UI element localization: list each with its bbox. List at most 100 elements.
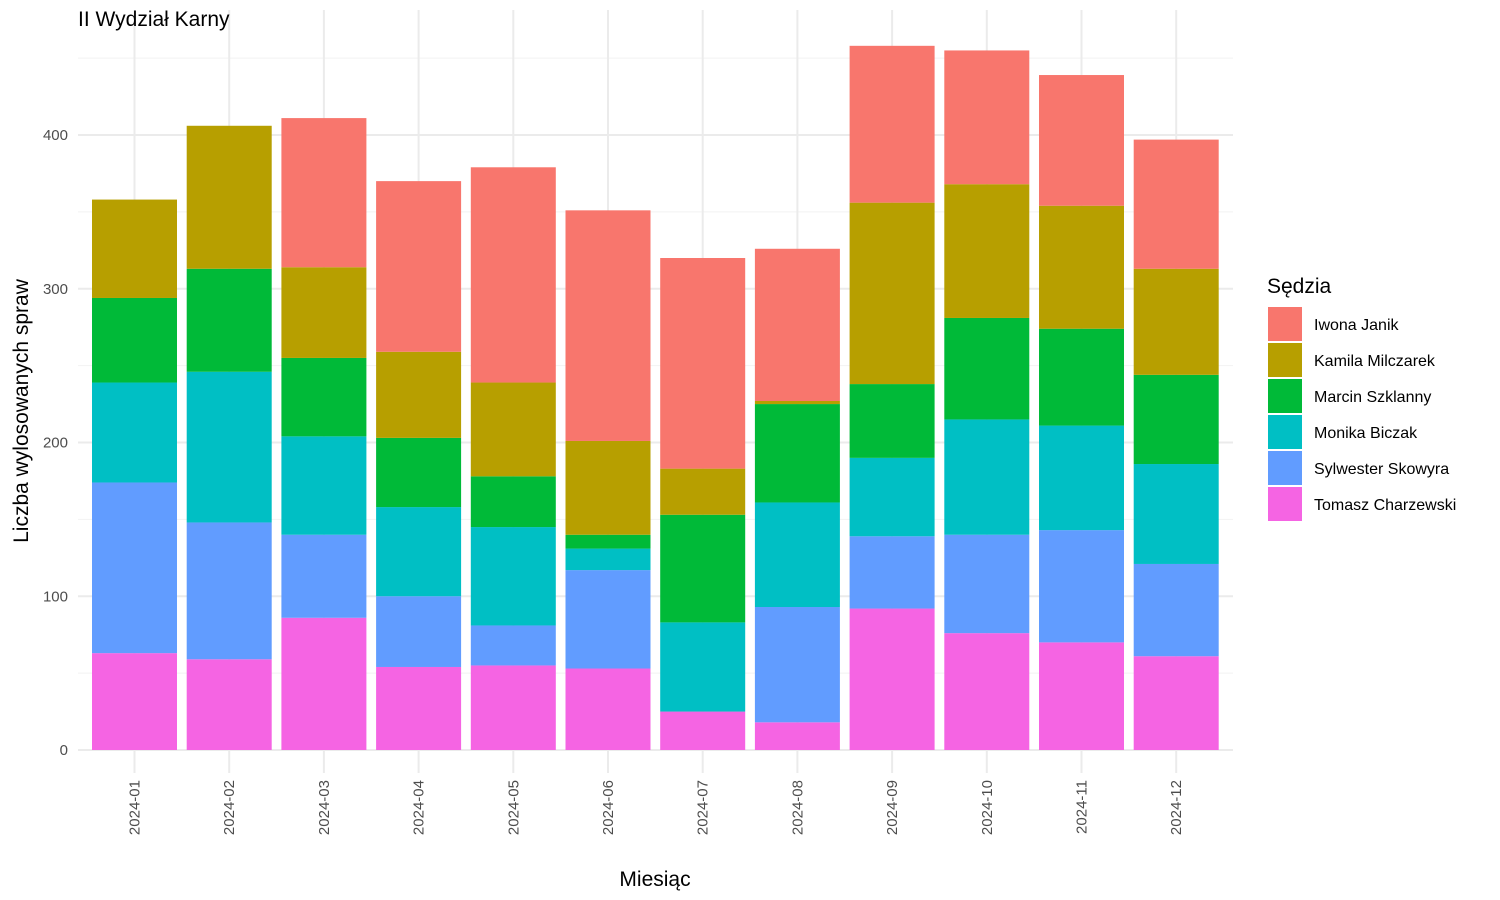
x-tick-label: 2024-03: [316, 780, 333, 835]
bar-segment: [1133, 656, 1219, 750]
legend-label: Kamila Milczarek: [1314, 353, 1436, 370]
legend-label: Monika Biczak: [1314, 425, 1418, 442]
bar-segment: [92, 297, 177, 383]
bar-segment: [1133, 374, 1219, 465]
bar-segment: [1039, 328, 1124, 426]
legend-label: Tomasz Charzewski: [1314, 497, 1456, 514]
bar-segment: [186, 125, 272, 269]
y-tick-label: 100: [43, 588, 68, 605]
x-tick-label: 2024-06: [600, 780, 617, 835]
bar-segment: [565, 534, 651, 549]
legend: Sędzia Iwona Janik Kamila Milczarek Marcin…: [1267, 275, 1456, 521]
bar-segment: [92, 653, 177, 750]
bar-segment: [186, 522, 272, 660]
legend-label: Sylwester Skowyra: [1314, 461, 1449, 478]
bar-segment: [470, 382, 556, 477]
bar-segment: [376, 437, 462, 508]
bar-segment: [565, 548, 651, 571]
x-tick-label: 2024-05: [505, 780, 522, 835]
bar-segment: [565, 668, 651, 750]
bar-segment: [565, 570, 651, 669]
x-axis-ticks: 2024-01 2024-02 2024-03 2024-04 2024-05 2024-…: [127, 780, 1186, 835]
bar-segment: [376, 596, 462, 667]
bar-segment: [281, 617, 367, 750]
x-tick-label: 2024-04: [411, 780, 428, 835]
y-axis-title: Liczba wylosowanych spraw: [10, 278, 33, 543]
bar-segment: [470, 167, 556, 383]
bar-segment: [281, 534, 367, 618]
bar-segment: [376, 507, 462, 597]
bar-segment: [186, 371, 272, 523]
bar-segment: [1133, 268, 1219, 375]
bar-segment: [281, 267, 367, 358]
bar-segment: [944, 50, 1030, 185]
chart-title: II Wydział Karny: [78, 8, 230, 31]
x-tick-label: 2024-07: [695, 780, 712, 835]
y-tick-label: 0: [60, 742, 68, 759]
legend-label: Iwona Janik: [1314, 317, 1399, 334]
bar-segment: [92, 199, 177, 298]
bar-segment: [849, 457, 935, 537]
bar-segment: [660, 711, 746, 750]
bar-segment: [660, 622, 746, 712]
bar-segment: [944, 184, 1030, 318]
bar-segment: [565, 210, 651, 441]
y-axis-ticks: 0 100 200 300 400: [43, 127, 68, 759]
legend-swatch: [1268, 415, 1302, 449]
bar-segment: [186, 659, 272, 750]
x-tick-label: 2024-12: [1168, 780, 1185, 835]
bar-segment: [281, 118, 367, 268]
bar-segment: [1039, 425, 1124, 531]
bar-segment: [1039, 75, 1124, 206]
bar-segment: [754, 502, 840, 608]
legend-swatch: [1268, 379, 1302, 413]
y-tick-label: 200: [43, 435, 68, 452]
bar-segment: [849, 384, 935, 458]
bar-segment: [1039, 530, 1124, 643]
legend-title: Sędzia: [1267, 275, 1332, 298]
legend-label: Marcin Szklanny: [1314, 389, 1431, 406]
y-tick-label: 400: [43, 127, 68, 144]
bar-segment: [660, 258, 746, 469]
bar-segment: [849, 202, 935, 385]
bar-segment: [1133, 563, 1219, 657]
bar-segment: [470, 527, 556, 626]
x-tick-label: 2024-02: [221, 780, 238, 835]
bar-segment: [565, 440, 651, 535]
bar-segment: [1039, 642, 1124, 750]
bar-segment: [944, 534, 1030, 634]
bar-segment: [849, 45, 935, 203]
bar-segment: [281, 436, 367, 535]
bar-segment: [376, 181, 462, 352]
x-tick-label: 2024-10: [979, 780, 996, 835]
bar-segment: [754, 400, 840, 405]
bar-segment: [92, 382, 177, 483]
bar-segment: [754, 722, 840, 750]
bar-segment: [944, 633, 1030, 750]
bar-segment: [470, 625, 556, 666]
x-tick-label: 2024-09: [884, 780, 901, 835]
bar-segment: [1133, 139, 1219, 269]
x-axis-title: Miesiąc: [619, 868, 690, 891]
bar-segment: [92, 482, 177, 654]
bar-segment: [186, 268, 272, 372]
bar-segment: [470, 476, 556, 528]
y-tick-label: 300: [43, 281, 68, 298]
bar-segment: [660, 468, 746, 515]
bar-segment: [470, 665, 556, 750]
bars: [92, 45, 1219, 750]
bar-segment: [754, 404, 840, 503]
legend-swatch: [1268, 343, 1302, 377]
x-tick-label: 2024-11: [1074, 780, 1091, 834]
x-tick-label: 2024-08: [789, 780, 806, 835]
legend-swatch: [1268, 307, 1302, 341]
bar-segment: [944, 419, 1030, 535]
bar-segment: [281, 357, 367, 437]
legend-swatch: [1268, 487, 1302, 521]
bar-segment: [1039, 205, 1124, 329]
bar-segment: [660, 514, 746, 623]
bar-segment: [849, 608, 935, 750]
bar-segment: [944, 317, 1030, 420]
bar-segment: [754, 248, 840, 401]
